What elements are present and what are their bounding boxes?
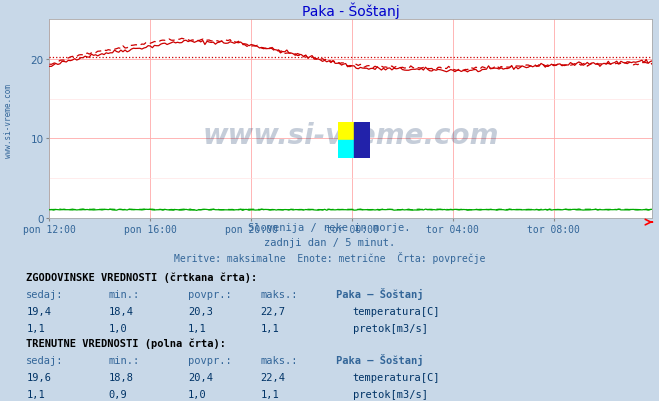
Text: min.:: min.: — [109, 355, 140, 365]
Text: 1,0: 1,0 — [188, 389, 206, 399]
Text: min.:: min.: — [109, 290, 140, 300]
Text: ZGODOVINSKE VREDNOSTI (črtkana črta):: ZGODOVINSKE VREDNOSTI (črtkana črta): — [26, 272, 258, 283]
Text: 0,9: 0,9 — [109, 389, 127, 399]
Title: Paka - Šoštanj: Paka - Šoštanj — [302, 2, 400, 19]
Text: pretok[m3/s]: pretok[m3/s] — [353, 389, 428, 399]
Text: TRENUTNE VREDNOSTI (polna črta):: TRENUTNE VREDNOSTI (polna črta): — [26, 338, 226, 348]
Text: temperatura[C]: temperatura[C] — [353, 306, 440, 316]
Text: povpr.:: povpr.: — [188, 290, 231, 300]
Text: povpr.:: povpr.: — [188, 355, 231, 365]
Text: Meritve: maksimalne  Enote: metrične  Črta: povprečje: Meritve: maksimalne Enote: metrične Črta… — [174, 251, 485, 263]
Text: 18,4: 18,4 — [109, 306, 134, 316]
Bar — [338, 141, 354, 159]
Text: 22,7: 22,7 — [260, 306, 285, 316]
Text: Paka – Šoštanj: Paka – Šoštanj — [336, 353, 424, 365]
Text: 20,3: 20,3 — [188, 306, 213, 316]
Text: www.si-vreme.com: www.si-vreme.com — [203, 121, 499, 149]
Text: 20,4: 20,4 — [188, 372, 213, 382]
Text: Paka – Šoštanj: Paka – Šoštanj — [336, 288, 424, 300]
Text: temperatura[C]: temperatura[C] — [353, 372, 440, 382]
Text: maks.:: maks.: — [260, 355, 298, 365]
Text: zadnji dan / 5 minut.: zadnji dan / 5 minut. — [264, 238, 395, 248]
Text: Slovenija / reke in morje.: Slovenija / reke in morje. — [248, 223, 411, 233]
Text: 1,1: 1,1 — [260, 389, 279, 399]
Text: 1,1: 1,1 — [26, 389, 45, 399]
Bar — [338, 123, 354, 141]
Text: 1,1: 1,1 — [188, 323, 206, 333]
Text: 22,4: 22,4 — [260, 372, 285, 382]
Bar — [354, 123, 370, 159]
Text: sedaj:: sedaj: — [26, 355, 64, 365]
Text: 19,6: 19,6 — [26, 372, 51, 382]
Text: 1,1: 1,1 — [260, 323, 279, 333]
Text: www.si-vreme.com: www.si-vreme.com — [4, 83, 13, 157]
Text: 1,0: 1,0 — [109, 323, 127, 333]
Text: 19,4: 19,4 — [26, 306, 51, 316]
Text: 1,1: 1,1 — [26, 323, 45, 333]
Text: maks.:: maks.: — [260, 290, 298, 300]
Text: pretok[m3/s]: pretok[m3/s] — [353, 323, 428, 333]
Text: sedaj:: sedaj: — [26, 290, 64, 300]
Text: 18,8: 18,8 — [109, 372, 134, 382]
